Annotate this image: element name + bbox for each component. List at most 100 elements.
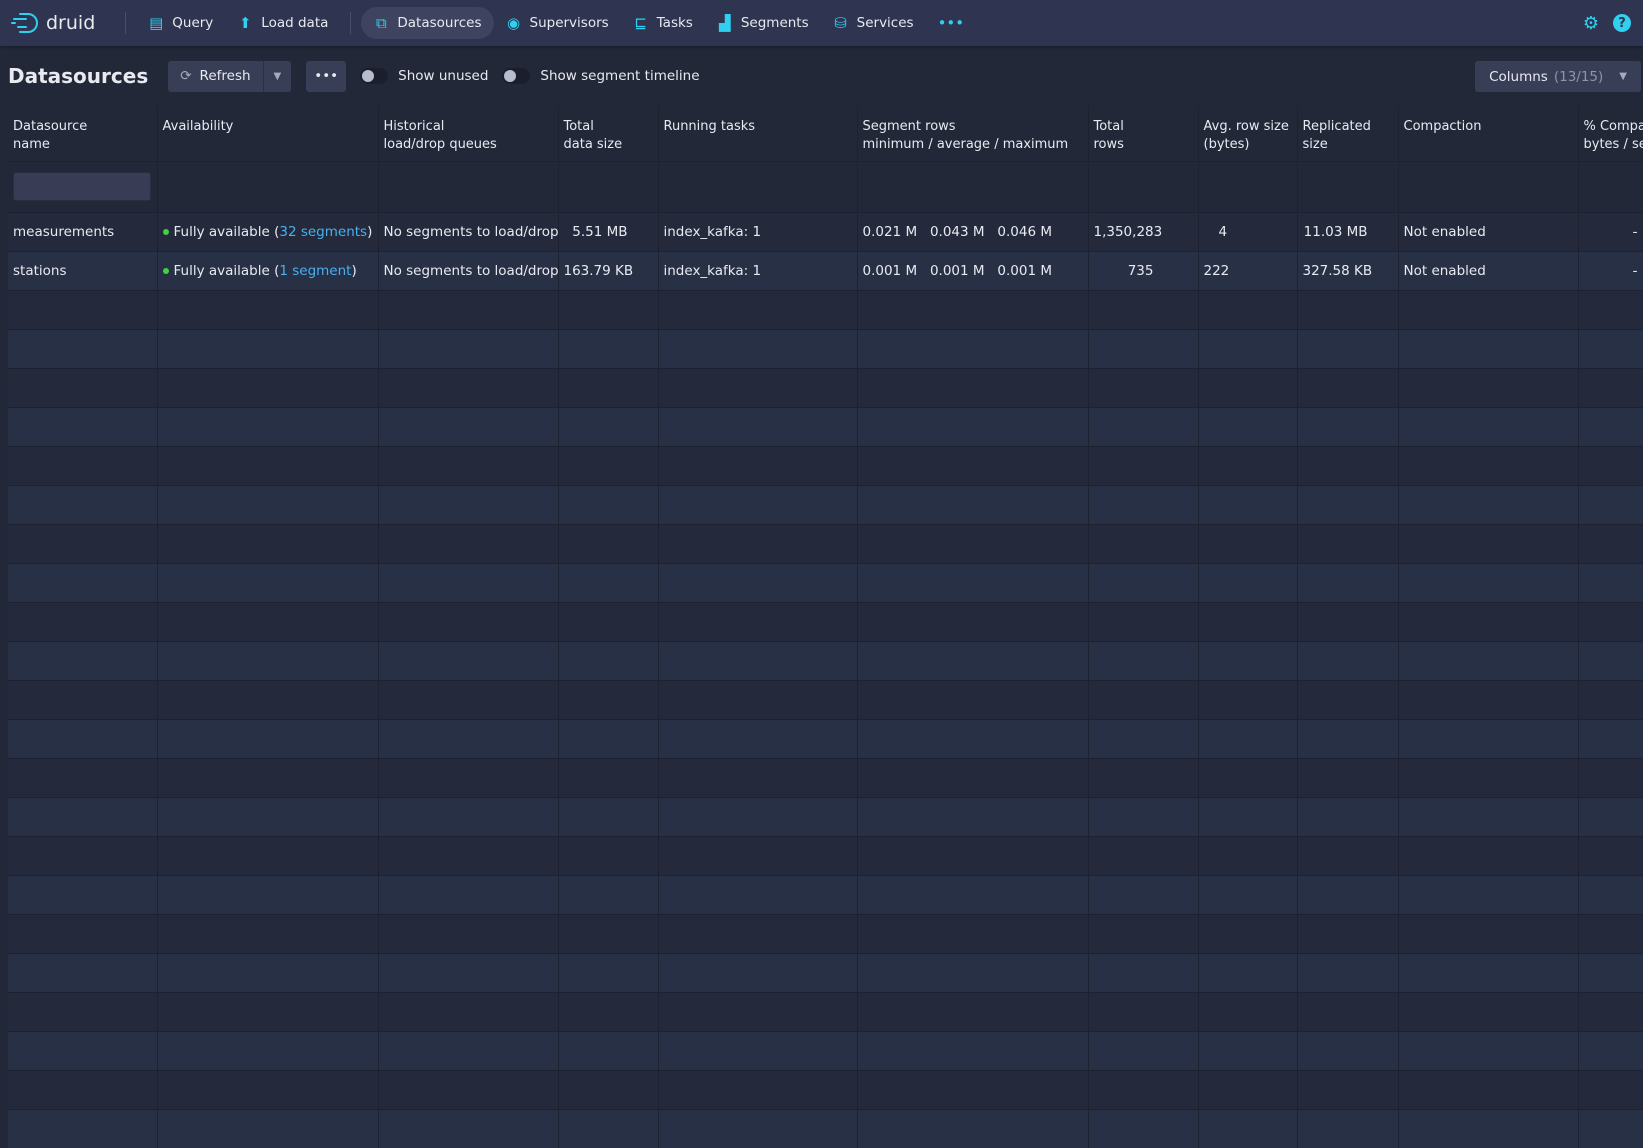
help-icon[interactable]: ? (1613, 14, 1631, 32)
filter-cell (8, 160, 158, 212)
column-header[interactable]: Total rows (1088, 106, 1199, 161)
database-icon: ⛁ (834, 14, 847, 32)
druid-logo[interactable]: druid (10, 12, 95, 34)
empty-row (8, 796, 1643, 836)
column-header[interactable]: Segment rows minimum / average / maximum (857, 106, 1089, 161)
empty-row (8, 757, 1643, 797)
avg-row-size-cell: 222 (1198, 250, 1298, 290)
gear-icon[interactable]: ⚙ (1582, 12, 1599, 34)
empty-row (8, 523, 1643, 563)
running-tasks-cell[interactable]: index_kafka: 1 (658, 211, 858, 251)
availability-cell: Fully available (1 segment) (157, 250, 379, 290)
nav-supervisors[interactable]: ◉ Supervisors (494, 7, 621, 39)
nav-more-button[interactable]: ••• (926, 7, 966, 39)
column-header[interactable]: Total data size (558, 106, 659, 161)
nav-load-data[interactable]: ⬆ Load data (225, 7, 340, 39)
empty-row (8, 484, 1643, 524)
empty-row (8, 601, 1643, 641)
multi-window-icon: ⧉ (376, 14, 387, 32)
switch[interactable] (502, 68, 531, 84)
column-header[interactable]: Historical load/drop queues (378, 106, 559, 161)
refresh-split-button: ⟳ Refresh ▼ (168, 60, 292, 92)
compaction-cell[interactable]: Not enabled (1398, 250, 1579, 290)
column-header[interactable]: Compaction (1398, 106, 1579, 161)
avg-row-size-cell: 4 (1198, 211, 1298, 251)
nav-segments[interactable]: ▟ Segments (705, 7, 821, 39)
availability-cell: Fully available (32 segments) (157, 211, 379, 251)
show-unused-toggle[interactable]: Show unused (360, 68, 488, 84)
table-row[interactable]: stations Fully available (1 segment) No … (8, 250, 1643, 290)
nav-services[interactable]: ⛁ Services (821, 7, 926, 39)
empty-row (8, 874, 1643, 914)
nav-query[interactable]: ▤ Query (136, 7, 225, 39)
columns-count: (13/15) (1553, 68, 1604, 85)
segment-rows-cell: 0.001 M 0.001 M 0.001 M (857, 250, 1089, 290)
eye-icon: ◉ (506, 14, 521, 32)
columns-label: Columns (1489, 68, 1548, 85)
paren: ) (367, 223, 373, 240)
nav-label: Supervisors (529, 15, 609, 31)
empty-row (8, 1030, 1643, 1070)
column-header[interactable]: Availability (157, 106, 379, 161)
toggle-label: Show segment timeline (540, 68, 700, 84)
switch[interactable] (360, 68, 389, 84)
total-rows-cell: 735 (1088, 250, 1199, 290)
empty-row (8, 991, 1643, 1031)
nav-tasks[interactable]: ⊑ Tasks (621, 7, 705, 39)
empty-row (8, 913, 1643, 953)
empty-row (8, 367, 1643, 407)
column-header[interactable]: Replicated size (1297, 106, 1399, 161)
empty-row (8, 640, 1643, 680)
more-icon: ••• (937, 14, 965, 32)
document-icon: ▤ (149, 14, 164, 32)
segments-link[interactable]: 32 segments (279, 223, 368, 240)
datasources-table: Datasource name Availability Historical lo… (8, 106, 1643, 1148)
empty-row (8, 718, 1643, 758)
empty-row (8, 679, 1643, 719)
refresh-dropdown-button[interactable]: ▼ (263, 60, 292, 92)
queues-cell: No segments to load/drop (378, 250, 559, 290)
column-header[interactable]: Datasource name (8, 106, 158, 161)
empty-row (8, 1108, 1643, 1148)
empty-row (8, 289, 1643, 329)
status-dot-icon (162, 267, 169, 274)
column-header[interactable]: Running tasks (658, 106, 858, 161)
show-timeline-toggle[interactable]: Show segment timeline (502, 68, 700, 84)
datasource-filter-input[interactable] (13, 172, 151, 201)
more-actions-button[interactable]: ••• (306, 60, 347, 92)
total-rows-cell: 1,350,283 (1088, 211, 1199, 251)
queues-cell: No segments to load/drop (378, 211, 559, 251)
refresh-button[interactable]: ⟳ Refresh (168, 60, 264, 92)
caret-down-icon: ▼ (273, 70, 282, 82)
nav-label: Services (856, 15, 914, 31)
divider (350, 12, 352, 34)
empty-row (8, 328, 1643, 368)
toolbar: Datasources ⟳ Refresh ▼ ••• Show unused S… (0, 46, 1643, 106)
replicated-size-cell: 327.58 KB (1297, 250, 1399, 290)
column-header[interactable]: Avg. row size (bytes) (1198, 106, 1298, 161)
divider (125, 12, 127, 34)
nav-label: Segments (740, 15, 809, 31)
data-size-cell: 163.79 KB (558, 250, 659, 290)
segment-rows-cell: 0.021 M 0.043 M 0.046 M (857, 211, 1089, 251)
nav-label: Datasources (397, 15, 482, 31)
column-header[interactable]: % Compacted bytes / segments (1578, 106, 1643, 161)
toggle-label: Show unused (398, 68, 489, 84)
paren: ) (351, 262, 357, 279)
page-title: Datasources (8, 64, 149, 88)
logo-text: druid (46, 12, 96, 34)
columns-button[interactable]: Columns (13/15) ▼ (1475, 61, 1641, 92)
table-row[interactable]: measurements Fully available (32 segment… (8, 211, 1643, 251)
datasource-name[interactable]: stations (8, 250, 158, 290)
nav-label: Query (172, 15, 214, 31)
caret-down-icon: ▼ (1619, 71, 1627, 82)
availability-text: Fully available ( (173, 262, 280, 279)
segments-link[interactable]: 1 segment (279, 262, 352, 279)
datasource-name[interactable]: measurements (8, 211, 158, 251)
empty-row (8, 1069, 1643, 1109)
nav-datasources[interactable]: ⧉ Datasources (361, 7, 494, 39)
running-tasks-cell[interactable]: index_kafka: 1 (658, 250, 858, 290)
compaction-cell[interactable]: Not enabled (1398, 211, 1579, 251)
replicated-size-cell: 11.03 MB (1297, 211, 1399, 251)
pct-compacted-cell: - (1578, 211, 1643, 251)
